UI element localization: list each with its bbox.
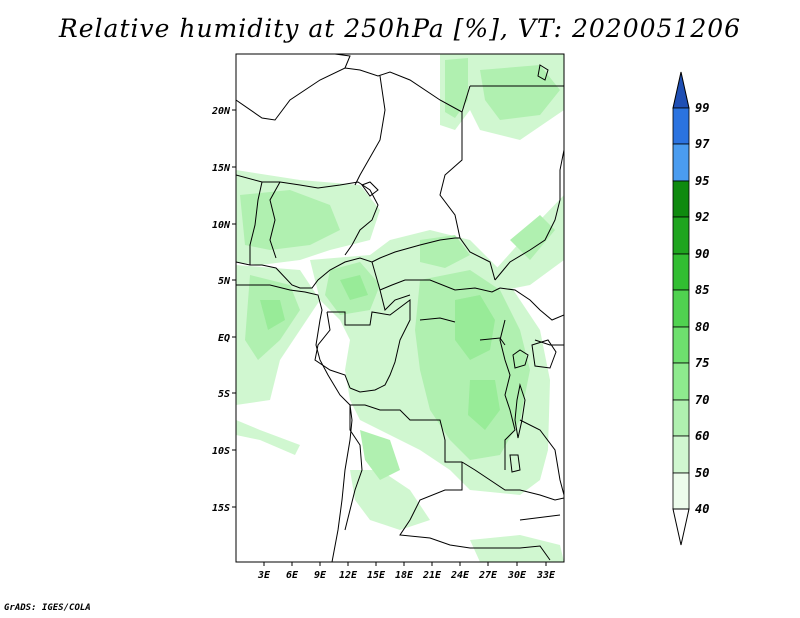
lat-label-5n: 5N: [218, 276, 231, 287]
lon-label-24e: 24E: [450, 570, 470, 581]
lat-label-15n: 15N: [212, 163, 231, 174]
lon-label-27e: 27E: [478, 570, 498, 581]
colorbar-label-70: 70: [695, 393, 709, 407]
colorbar-swatch-70-75: [672, 362, 690, 401]
colorbar-swatch-60-70: [672, 399, 690, 437]
colorbar: 99 97 95 92 90 85 80 75 70 60 50 40: [672, 71, 710, 546]
colorbar-label-99: 99: [695, 101, 709, 115]
lakes: [361, 64, 557, 473]
colorbar-swatch-40-50: [672, 472, 690, 510]
colorbar-swatch-97-99: [672, 107, 690, 145]
colorbar-swatch-50-60: [672, 435, 690, 474]
chart-title: Relative humidity at 250hPa [%], VT: 202…: [58, 14, 742, 43]
colorbar-label-75: 75: [695, 356, 709, 370]
colorbar-label-97: 97: [695, 137, 710, 151]
lat-label-20n: 20N: [211, 106, 231, 117]
map-frame: [235, 53, 565, 563]
latitude-axis: 20N 15N 10N 5N EQ 5S 10S 15S: [211, 106, 236, 514]
colorbar-label-90: 90: [695, 247, 709, 261]
lon-label-30e: 30E: [507, 570, 527, 581]
lat-label-10n: 10N: [212, 220, 231, 231]
colorbar-label-85: 85: [695, 283, 709, 297]
lat-label-5s: 5S: [218, 389, 230, 400]
lon-label-9e: 9E: [314, 570, 327, 581]
colorbar-label-50: 50: [695, 466, 709, 480]
country-borders: [236, 54, 564, 562]
lon-label-15e: 15E: [367, 570, 386, 581]
colorbar-top-arrow: [672, 71, 690, 109]
lon-label-3e: 3E: [257, 570, 271, 581]
colorbar-label-40: 40: [695, 502, 709, 516]
humidity-60-70-region: [240, 58, 560, 480]
colorbar-label-95: 95: [695, 174, 709, 188]
lon-label-21e: 21E: [422, 570, 442, 581]
lat-label-15s: 15S: [212, 503, 230, 514]
humidity-70-75-region: [260, 275, 500, 430]
lon-label-33e: 33E: [536, 570, 556, 581]
lon-label-6e: 6E: [286, 570, 299, 581]
colorbar-label-92: 92: [695, 210, 709, 224]
lon-label-18e: 18E: [395, 570, 414, 581]
humidity-field: [236, 54, 564, 562]
colorbar-swatch-90-92: [672, 216, 690, 255]
colorbar-label-60: 60: [695, 429, 709, 443]
colorbar-bottom-arrow: [672, 508, 690, 546]
lon-label-12e: 12E: [339, 570, 358, 581]
colorbar-label-80: 80: [695, 320, 709, 334]
lat-label-eq: EQ: [218, 333, 230, 344]
colorbar-swatch-80-85: [672, 289, 690, 328]
grads-credit: GrADS: IGES/COLA: [4, 603, 91, 613]
lat-label-10s: 10S: [212, 446, 230, 457]
colorbar-swatch-75-80: [672, 326, 690, 364]
colorbar-swatch-95-97: [672, 143, 690, 182]
colorbar-swatch-85-90: [672, 253, 690, 291]
longitude-axis: 3E 6E 9E 12E 15E 18E 21E 24E 27E 30E 33E: [257, 562, 556, 581]
colorbar-swatch-92-95: [672, 180, 690, 218]
